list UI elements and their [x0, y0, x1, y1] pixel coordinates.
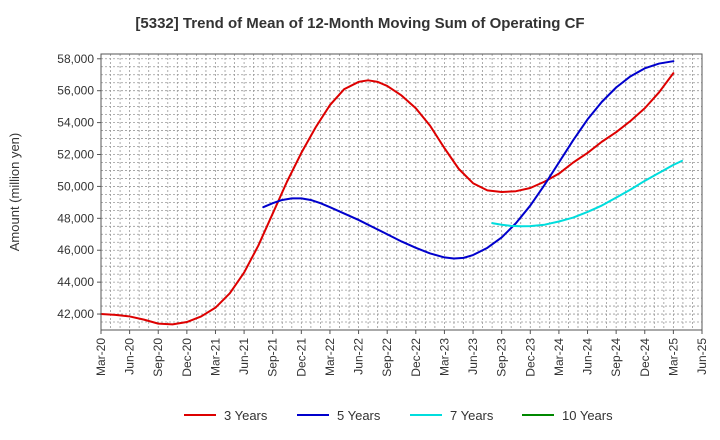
y-tick-label: 50,000: [57, 179, 94, 193]
x-tick-label: Jun-21: [237, 338, 251, 375]
x-tick-label: Jun-25: [695, 338, 709, 375]
x-tick-label: Jun-23: [466, 338, 480, 375]
y-tick-label: 42,000: [57, 307, 94, 321]
series-line-7-years: [491, 159, 683, 228]
y-tick-label: 56,000: [57, 84, 94, 98]
x-tick-label: Sep-24: [609, 338, 623, 377]
y-tick-label: 48,000: [57, 211, 94, 225]
y-tick-label: 44,000: [57, 275, 94, 289]
y-tick-label: 58,000: [57, 52, 94, 66]
legend-label-10-years: 10 Years: [562, 408, 613, 423]
x-tick-label: Mar-22: [323, 338, 337, 376]
x-tick-label: Mar-20: [94, 338, 108, 376]
x-tick-label: Jun-22: [352, 338, 366, 375]
y-tick-label: 52,000: [57, 148, 94, 162]
y-axis-title: Amount (million yen): [7, 133, 22, 252]
series-line-5-years: [262, 60, 675, 260]
x-tick-label: Sep-23: [495, 338, 509, 377]
legend-label-3-years: 3 Years: [224, 408, 268, 423]
chart-title: [5332] Trend of Mean of 12-Month Moving …: [135, 15, 584, 32]
x-tick-label: Dec-23: [523, 338, 537, 377]
x-tick-label: Jun-20: [123, 338, 137, 375]
x-tick-label: Mar-25: [666, 338, 680, 376]
x-tick-label: Dec-24: [638, 338, 652, 377]
plot-frame: [100, 53, 703, 331]
legend-label-5-years: 5 Years: [337, 408, 381, 423]
x-tick-label: Mar-21: [208, 338, 222, 376]
x-tick-label: Dec-21: [294, 338, 308, 377]
x-tick-label: Mar-24: [552, 338, 566, 376]
y-tick-label: 46,000: [57, 243, 94, 257]
x-tick-label: Sep-21: [266, 338, 280, 377]
x-tick-label: Dec-22: [409, 338, 423, 377]
plot-area: [101, 54, 702, 330]
x-tick-label: Jun-24: [581, 338, 595, 375]
x-tick-label: Sep-22: [380, 338, 394, 377]
x-tick-label: Dec-20: [180, 338, 194, 377]
legend-label-7-years: 7 Years: [450, 408, 494, 423]
x-tick-label: Mar-23: [437, 338, 451, 376]
x-tick-label: Sep-20: [151, 338, 165, 377]
series-line-3-years: [100, 72, 675, 326]
y-tick-label: 54,000: [57, 116, 94, 130]
